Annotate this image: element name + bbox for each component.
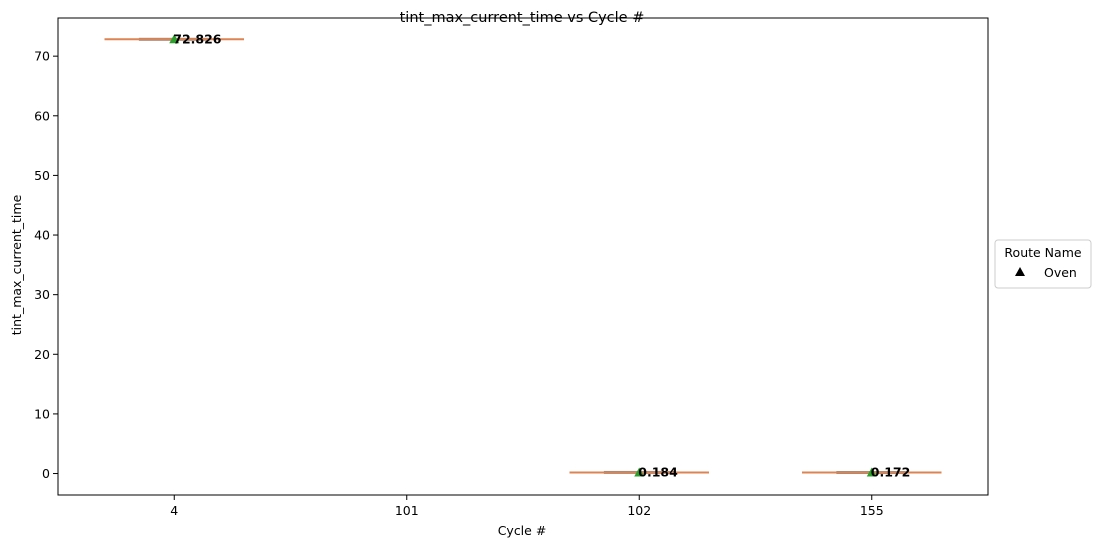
legend-title: Route Name — [1004, 245, 1081, 260]
y-tick-label: 40 — [34, 228, 50, 243]
point-102 — [634, 467, 645, 477]
point-4 — [169, 34, 180, 44]
x-tick-label: 4 — [170, 503, 178, 518]
x-tick-label: 101 — [395, 503, 419, 518]
y-axis: 0 10 20 30 40 50 60 70 — [34, 49, 58, 481]
y-tick-label: 0 — [42, 466, 50, 481]
y-tick-label: 10 — [34, 406, 50, 421]
data-label-102: 0.184 — [638, 464, 678, 479]
legend-entry-oven: Oven — [1044, 265, 1077, 280]
y-axis-label: tint_max_current_time — [9, 194, 24, 335]
chart-marks: 72.826 0.184 0.172 — [104, 31, 942, 480]
data-label-155: 0.172 — [871, 465, 911, 480]
x-axis: 4 101 102 155 — [170, 495, 884, 518]
data-label-4: 72.826 — [173, 31, 222, 46]
legend-marker-oven — [1015, 267, 1025, 276]
y-tick-label: 20 — [34, 347, 50, 362]
y-tick-label: 60 — [34, 108, 50, 123]
x-tick-label: 102 — [627, 503, 651, 518]
y-tick-label: 70 — [34, 49, 50, 64]
y-tick-label: 50 — [34, 168, 50, 183]
plot-area — [57, 17, 989, 496]
x-axis-label: Cycle # — [498, 523, 547, 538]
x-tick-label: 155 — [860, 503, 884, 518]
y-tick-label: 30 — [34, 287, 50, 302]
point-155 — [866, 467, 877, 477]
legend: Route Name Oven — [994, 239, 1092, 289]
